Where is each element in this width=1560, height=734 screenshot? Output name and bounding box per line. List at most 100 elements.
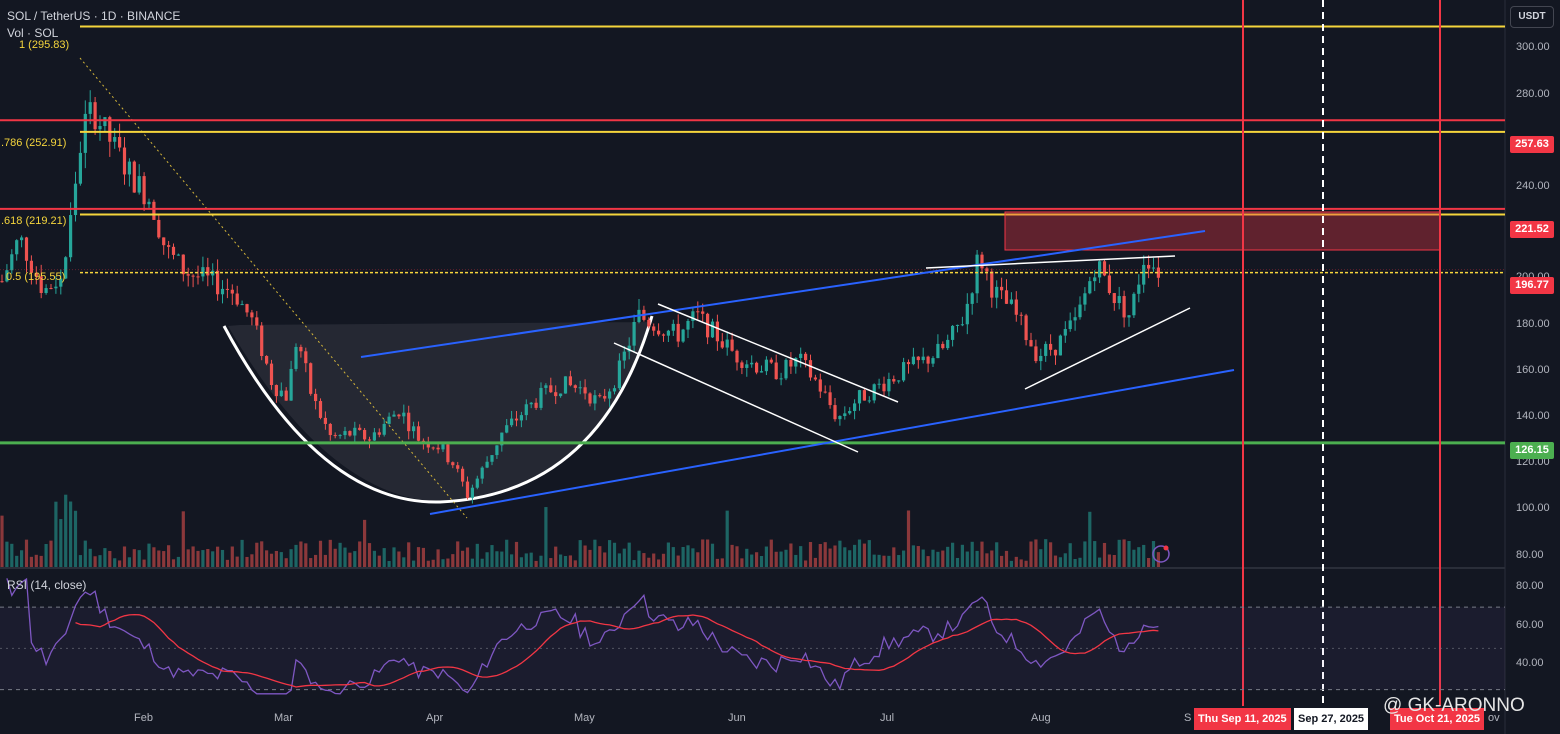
candle	[191, 274, 195, 288]
volume-bar	[617, 553, 621, 567]
candle	[1009, 292, 1013, 305]
candle-body	[1147, 264, 1151, 269]
candle	[990, 268, 994, 308]
candle-body	[735, 350, 739, 363]
currency-button[interactable]: USDT	[1510, 6, 1554, 28]
volume-bar	[857, 539, 862, 567]
candle	[730, 332, 734, 352]
candle-body	[755, 362, 759, 373]
volume-bar	[39, 555, 43, 567]
volume-bar	[1034, 539, 1038, 567]
volume-bar	[1019, 559, 1023, 567]
candle	[789, 352, 793, 374]
candle	[603, 388, 607, 402]
candle	[69, 202, 73, 262]
candle	[828, 385, 832, 409]
volume-bar	[715, 558, 719, 567]
y-tick: 120.00	[1516, 456, 1550, 468]
candle	[1088, 276, 1092, 295]
volume-bar	[495, 551, 499, 567]
candle-body	[1093, 277, 1097, 282]
candle	[1068, 312, 1072, 332]
candle-body	[691, 311, 695, 321]
candle	[397, 413, 401, 419]
candle-body	[495, 445, 499, 456]
candle-body	[113, 137, 117, 142]
volume-bar	[338, 542, 342, 567]
candle-body	[505, 425, 509, 433]
candle-body	[152, 201, 156, 220]
candle	[666, 329, 670, 343]
volume-bar	[485, 552, 489, 567]
candle-body	[142, 176, 146, 205]
candle-body	[799, 353, 803, 359]
candle-body	[132, 161, 136, 193]
candle	[857, 389, 862, 411]
candle-body	[1009, 299, 1013, 304]
candle-body	[490, 455, 494, 462]
candle	[323, 411, 327, 430]
candle	[1049, 334, 1053, 356]
volume-bar	[441, 559, 445, 567]
candle	[289, 360, 293, 401]
candle-body	[1039, 355, 1043, 362]
candle	[534, 398, 538, 411]
candle	[764, 356, 768, 376]
volume-bar	[1068, 543, 1072, 567]
candle	[15, 239, 19, 261]
candle-body	[250, 312, 254, 318]
volume-bar	[608, 540, 612, 567]
lower-trendline	[429, 369, 1235, 515]
volume-bar	[911, 545, 915, 567]
candle-body	[54, 286, 58, 289]
volume-bar	[691, 548, 695, 567]
volume-bar	[745, 548, 749, 567]
candle	[34, 266, 38, 285]
volume-bar	[343, 547, 347, 567]
candle-body	[833, 405, 837, 420]
y-tick: 80.00	[1516, 549, 1544, 561]
wedge-bottom	[1024, 307, 1191, 390]
candle-body	[759, 371, 764, 373]
volume-bar	[230, 546, 234, 567]
candle	[299, 344, 303, 358]
candle	[1019, 312, 1023, 326]
candle	[1014, 291, 1018, 322]
candle	[245, 303, 249, 317]
candle	[314, 388, 318, 410]
candle	[902, 357, 906, 383]
candle-body	[274, 385, 278, 397]
candle	[5, 264, 9, 283]
candle-body	[720, 341, 724, 348]
candle-body	[725, 339, 729, 348]
candle-body	[235, 293, 239, 305]
candle-body	[1151, 267, 1156, 269]
volume-bar	[299, 541, 303, 567]
candle-body	[916, 356, 920, 361]
volume-bar	[676, 555, 680, 567]
volume-bar	[225, 559, 229, 567]
candle-body	[946, 339, 950, 349]
volume-bar	[510, 554, 514, 567]
candle-body	[608, 391, 612, 399]
rsi-tick: 60.00	[1516, 619, 1544, 631]
channel-lower	[613, 342, 859, 453]
candle	[441, 443, 445, 453]
volume-bar	[1000, 555, 1004, 567]
candle	[461, 466, 465, 487]
volume-bar	[554, 546, 558, 567]
candle-body	[255, 317, 259, 326]
candle	[843, 406, 847, 420]
candle	[774, 354, 778, 380]
candle-body	[1098, 261, 1102, 278]
candle	[1147, 255, 1151, 279]
candle-body	[1049, 343, 1053, 350]
volume-bar	[784, 549, 788, 567]
candle	[59, 269, 63, 295]
volume-bar	[965, 551, 969, 567]
candle-body	[710, 321, 715, 338]
candle-body	[451, 462, 455, 466]
candle	[1004, 279, 1009, 305]
volume-bar	[779, 551, 783, 567]
